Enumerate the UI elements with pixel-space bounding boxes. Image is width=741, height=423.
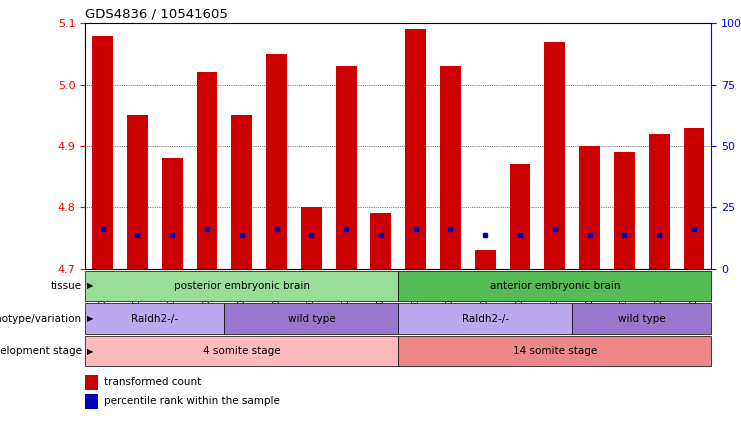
Text: ▶: ▶	[87, 346, 93, 356]
Bar	[231, 115, 252, 269]
Bar	[162, 158, 182, 269]
Text: 4 somite stage: 4 somite stage	[203, 346, 281, 356]
Text: tissue: tissue	[50, 281, 82, 291]
Bar	[266, 54, 287, 269]
Bar	[336, 66, 356, 269]
Text: wild type: wild type	[288, 313, 335, 324]
Bar	[399, 336, 711, 366]
Bar	[545, 42, 565, 269]
Bar	[85, 375, 98, 390]
Text: transformed count: transformed count	[104, 377, 202, 387]
Text: wild type: wild type	[618, 313, 665, 324]
Text: anterior embryonic brain: anterior embryonic brain	[490, 281, 620, 291]
Bar	[614, 152, 635, 269]
Bar	[85, 394, 98, 409]
Text: Raldh2-/-: Raldh2-/-	[131, 313, 179, 324]
Bar	[510, 165, 531, 269]
Bar	[85, 303, 225, 334]
Bar	[370, 214, 391, 269]
Bar	[399, 271, 711, 301]
Text: posterior embryonic brain: posterior embryonic brain	[173, 281, 310, 291]
Bar	[301, 207, 322, 269]
Text: ▶: ▶	[87, 281, 93, 291]
Text: ▶: ▶	[87, 314, 93, 323]
Bar	[85, 271, 399, 301]
Text: Raldh2-/-: Raldh2-/-	[462, 313, 509, 324]
Bar	[683, 128, 705, 269]
Bar	[127, 115, 147, 269]
Text: development stage: development stage	[0, 346, 82, 356]
Bar	[92, 36, 113, 269]
Bar	[399, 303, 572, 334]
Text: GDS4836 / 10541605: GDS4836 / 10541605	[85, 8, 228, 21]
Bar	[649, 134, 670, 269]
Bar	[405, 30, 426, 269]
Bar	[572, 303, 711, 334]
Text: genotype/variation: genotype/variation	[0, 313, 82, 324]
Text: 14 somite stage: 14 somite stage	[513, 346, 597, 356]
Bar	[85, 336, 399, 366]
Text: percentile rank within the sample: percentile rank within the sample	[104, 396, 280, 407]
Bar	[225, 303, 399, 334]
Bar	[475, 250, 496, 269]
Bar	[440, 66, 461, 269]
Bar	[579, 146, 600, 269]
Bar	[196, 72, 217, 269]
